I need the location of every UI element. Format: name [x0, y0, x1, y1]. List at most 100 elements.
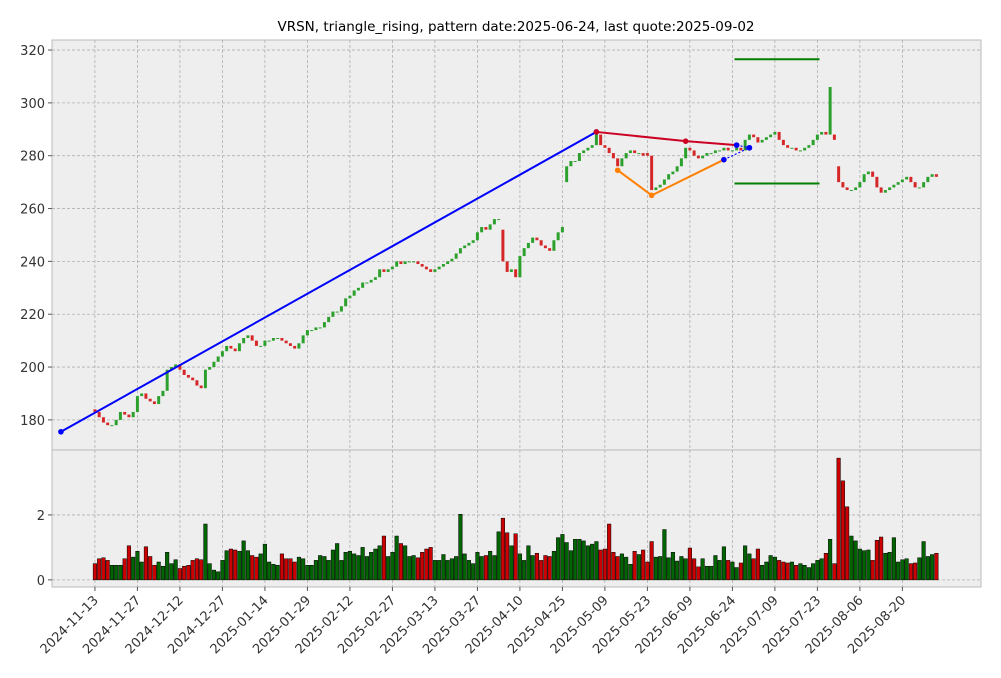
volume-bar [335, 543, 340, 581]
volume-bar [496, 531, 501, 581]
volume-bar [883, 552, 888, 581]
candle-body [297, 343, 301, 349]
candle-body [301, 335, 305, 344]
volume-bar [258, 553, 263, 581]
volume-bar [547, 556, 552, 581]
candle-body [501, 229, 505, 262]
candle-body [688, 147, 692, 151]
volume-bar [194, 558, 199, 581]
candle-body [123, 411, 127, 415]
volume-bar [118, 564, 123, 581]
volume-bar [432, 560, 437, 581]
candle-body [692, 150, 696, 156]
volume-bar [840, 480, 845, 581]
candle-body [93, 409, 97, 412]
candle-body [373, 277, 377, 280]
candle-body [900, 179, 904, 183]
pattern-line [60, 131, 597, 433]
volume-bar [309, 564, 314, 581]
candle-body [386, 269, 390, 272]
candle-body [820, 131, 824, 135]
volume-bar [492, 555, 497, 581]
candle-body [118, 411, 122, 420]
volume-bar [828, 539, 833, 581]
candle-body [905, 176, 909, 180]
volume-bar [857, 548, 862, 581]
volume-bar [466, 560, 471, 581]
candle-body [276, 337, 280, 339]
volume-bar [760, 564, 765, 581]
candle-body [645, 153, 649, 156]
volume-bar [105, 560, 110, 581]
volume-bar [381, 535, 386, 581]
candle-body [764, 137, 768, 140]
volume-bar [415, 557, 420, 581]
volume-bar [250, 555, 255, 581]
volume-bar [530, 555, 535, 581]
volume-bar [165, 552, 170, 581]
candle-body [437, 266, 441, 270]
pattern-point [682, 138, 689, 144]
volume-bar [658, 556, 663, 581]
candle-body [497, 219, 501, 221]
candle-body [310, 330, 314, 332]
volume-bar [687, 547, 692, 581]
volume-bar [823, 552, 828, 581]
volume-bar [700, 558, 705, 581]
volume-bar [186, 564, 191, 581]
volume-bar [369, 552, 374, 581]
volume-bar [292, 561, 297, 581]
candle-body [220, 351, 224, 357]
candle-body [191, 377, 195, 381]
volume-bar [318, 555, 323, 581]
candle-body [254, 340, 258, 346]
volume-bar [641, 549, 646, 581]
candle-body [259, 345, 263, 347]
volume-bar [709, 565, 714, 581]
volume-bar [730, 561, 735, 581]
candle-body [705, 153, 709, 156]
candle-body [777, 131, 781, 140]
volume-bar [526, 545, 531, 581]
candle-body [165, 369, 169, 391]
candle-body [582, 150, 586, 154]
volume-bar [607, 523, 612, 581]
candle-body [875, 176, 879, 188]
volume-bar [454, 556, 459, 581]
candle-body [926, 176, 930, 183]
candle-body [849, 190, 853, 192]
price-panel [51, 39, 982, 451]
volume-bar [568, 550, 573, 581]
candle-body [526, 242, 530, 249]
volume-bar [420, 552, 425, 581]
candle-body [637, 153, 641, 155]
volume-bar [721, 546, 726, 581]
candle-body [722, 147, 726, 151]
candle-body [114, 419, 118, 426]
candle-body [284, 340, 288, 344]
candle-body [730, 150, 734, 152]
candle-body [135, 396, 139, 412]
volume-bar [407, 556, 412, 581]
candle-body [824, 131, 828, 135]
volume-bar [360, 547, 365, 581]
volume-bar [743, 545, 748, 581]
candle-body [420, 264, 424, 267]
volume-bar [169, 563, 174, 581]
volume-bar [305, 564, 310, 581]
candle-body [174, 364, 178, 368]
volume-bar [615, 556, 620, 581]
volume-bar [245, 550, 250, 581]
candle-body [909, 176, 913, 183]
volume-bar [645, 561, 650, 581]
candle-body [556, 232, 560, 241]
volume-bar [862, 550, 867, 581]
candle-body [225, 345, 229, 352]
volume-bar [781, 561, 786, 581]
y-tick-label: 180 [20, 414, 45, 429]
volume-bar [322, 556, 327, 581]
volume-bar [326, 560, 331, 581]
volume-bar [836, 457, 841, 581]
candle-body [505, 261, 509, 272]
candle-body [837, 166, 841, 183]
